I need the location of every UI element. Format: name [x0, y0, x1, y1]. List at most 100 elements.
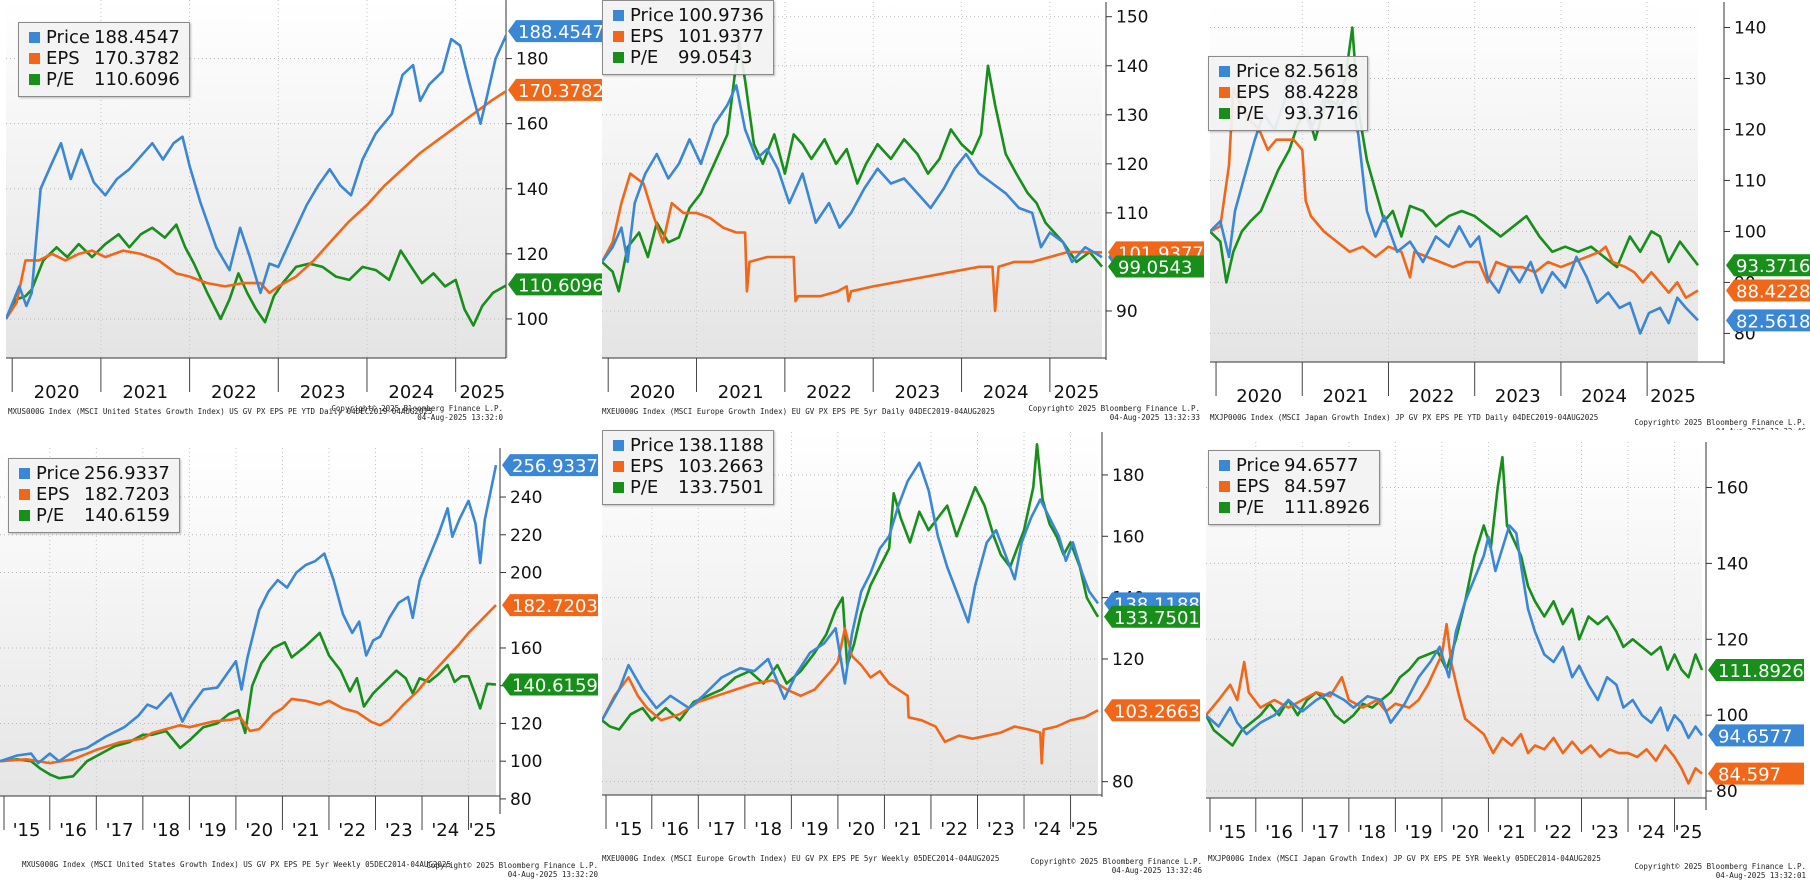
- legend-series-name: Price: [630, 5, 674, 26]
- legend-item: EPS 103.2663: [613, 456, 764, 477]
- x-tick-label: '25: [1071, 819, 1099, 840]
- y-tick-label: 100: [1734, 222, 1766, 242]
- legend-swatch: [1219, 66, 1230, 77]
- legend-series-value: 182.7203: [84, 484, 170, 505]
- last-value-tag: 140.6159: [502, 673, 598, 697]
- legend-series-name: EPS: [36, 484, 70, 505]
- x-tick-label: '16: [1265, 822, 1293, 843]
- legend: Price 188.4547 EPS 170.3782 P/E 110.6096: [18, 22, 190, 97]
- legend-series-value: 133.7501: [678, 477, 764, 498]
- legend-swatch: [19, 489, 30, 500]
- y-tick-label: 100: [510, 752, 542, 772]
- x-tick-label: 2021: [122, 382, 168, 403]
- legend-swatch: [613, 482, 624, 493]
- series-line-pe: [1210, 26, 1700, 284]
- legend-item: EPS 182.7203: [19, 484, 170, 505]
- x-tick-label: '23: [385, 820, 413, 841]
- legend: Price 138.1188 EPS 103.2663 P/E 133.7501: [602, 430, 774, 505]
- footer-copyright-line: Copyright© 2025 Bloomberg Finance L.P.: [1634, 862, 1806, 871]
- x-tick-label: '21: [1498, 822, 1526, 843]
- legend-item: P/E 133.7501: [613, 477, 764, 498]
- legend-series-value: 99.0543: [678, 47, 753, 68]
- legend-series-name: EPS: [630, 456, 664, 477]
- y-tick-label: 110: [1734, 171, 1766, 191]
- footer-copyright-line: Copyright© 2025 Bloomberg Finance L.P.: [1030, 857, 1202, 866]
- footer-copyright: Copyright© 2025 Bloomberg Finance L.P.04…: [1028, 404, 1200, 422]
- y-tick-label: 150: [1116, 8, 1148, 28]
- footer-copyright: Copyright© 2025 Bloomberg Finance L.P.04…: [426, 861, 598, 879]
- legend-swatch: [29, 53, 40, 64]
- footer-source: MXUS000G Index (MSCI United States Growt…: [8, 407, 433, 416]
- legend-item: P/E 111.8926: [1219, 497, 1370, 518]
- footer-source: MXEU000G Index (MSCI Europe Growth Index…: [602, 854, 1000, 863]
- x-axis-band: [602, 795, 1098, 858]
- legend-swatch: [613, 52, 624, 63]
- svg-text:88.4228: 88.4228: [1736, 281, 1810, 302]
- x-tick-label: '22: [1544, 822, 1572, 843]
- x-tick-label: 2021: [718, 382, 764, 403]
- x-tick-label: '24: [1637, 822, 1665, 843]
- last-value-tag: 103.2663: [1104, 699, 1200, 722]
- x-tick-label: '16: [661, 819, 689, 840]
- legend-series-value: 94.6577: [1284, 455, 1359, 476]
- x-tick-label: 2022: [1409, 386, 1455, 407]
- footer-copyright-line: Copyright© 2025 Bloomberg Finance L.P.: [1634, 418, 1806, 427]
- series-line-eps: [1206, 622, 1703, 785]
- last-value-tag: 256.9337: [502, 454, 598, 477]
- y-tick-label: 90: [1116, 302, 1138, 322]
- legend-item: Price 256.9337: [19, 463, 170, 484]
- legend-series-name: P/E: [1236, 103, 1265, 124]
- y-tick-label: 120: [1116, 155, 1148, 175]
- svg-text:188.4547: 188.4547: [518, 22, 602, 43]
- legend-series-name: Price: [46, 27, 90, 48]
- legend-series-name: EPS: [46, 48, 80, 69]
- x-tick-label: 2022: [806, 382, 852, 403]
- last-value-tag: 170.3782: [508, 78, 602, 102]
- x-axis-band: [6, 358, 508, 414]
- series-line-pe: [6, 223, 506, 327]
- y-tick-label: 160: [1716, 479, 1748, 499]
- chart-panel: 90 110 120 130 140 150 2020 2021 2022 2023 2024 202…: [602, 0, 1206, 430]
- legend-series-name: Price: [1236, 61, 1280, 82]
- legend-swatch: [1219, 481, 1230, 492]
- y-tick-label: 130: [1116, 106, 1148, 126]
- x-tick-label: 2021: [1322, 386, 1368, 407]
- chart-panel: 80 100 120 140 160 '15 '16 '17 '18 '19 '20 '21 '22 '2…: [1206, 430, 1810, 880]
- legend: Price 94.6577 EPS 84.597 P/E 111.8926: [1208, 450, 1380, 525]
- x-tick-label: '24: [1033, 819, 1061, 840]
- legend-series-value: 188.4547: [94, 27, 180, 48]
- y-tick-label: 160: [510, 639, 542, 659]
- series-line-pe: [602, 39, 1103, 293]
- series-line-price: [602, 84, 1103, 264]
- x-tick-label: 2025: [1053, 382, 1099, 403]
- legend-series-value: 111.8926: [1284, 497, 1370, 518]
- svg-text:94.6577: 94.6577: [1718, 726, 1792, 747]
- last-value-tag: 110.6096: [508, 273, 602, 296]
- y-tick-label: 120: [510, 714, 542, 734]
- y-tick-label: 180: [516, 50, 548, 70]
- x-tick-label: '18: [1358, 822, 1386, 843]
- x-tick-label: '19: [801, 819, 829, 840]
- x-tick-label: '20: [1451, 822, 1479, 843]
- last-value-tag: 82.5618: [1726, 309, 1810, 332]
- last-value-tag: 93.3716: [1726, 254, 1810, 277]
- series-line-price: [6, 32, 506, 320]
- legend-series-name: P/E: [630, 47, 659, 68]
- legend-series-value: 103.2663: [678, 456, 764, 477]
- legend-item: EPS 88.4228: [1219, 82, 1358, 103]
- y-tick-label: 100: [516, 310, 548, 330]
- svg-text:110.6096: 110.6096: [518, 275, 602, 296]
- legend-series-value: 110.6096: [94, 69, 180, 90]
- series-line-eps: [1210, 87, 1699, 299]
- x-axis-band: [602, 358, 1102, 414]
- x-tick-label: 2020: [629, 382, 675, 403]
- x-tick-label: '25: [1675, 822, 1703, 843]
- series-line-pe: [1206, 455, 1704, 747]
- x-tick-label: '23: [987, 819, 1015, 840]
- x-tick-label: '19: [199, 820, 227, 841]
- footer-timestamp: 04-Aug-2025 13:32:01: [1715, 871, 1806, 880]
- chart-svg: 80 100 120 140 160 '15 '16 '17 '18 '19 '20 '21 '22 '2…: [1206, 442, 1804, 845]
- legend-series-name: P/E: [36, 505, 65, 526]
- svg-text:182.7203: 182.7203: [512, 596, 598, 617]
- svg-text:82.5618: 82.5618: [1736, 311, 1810, 332]
